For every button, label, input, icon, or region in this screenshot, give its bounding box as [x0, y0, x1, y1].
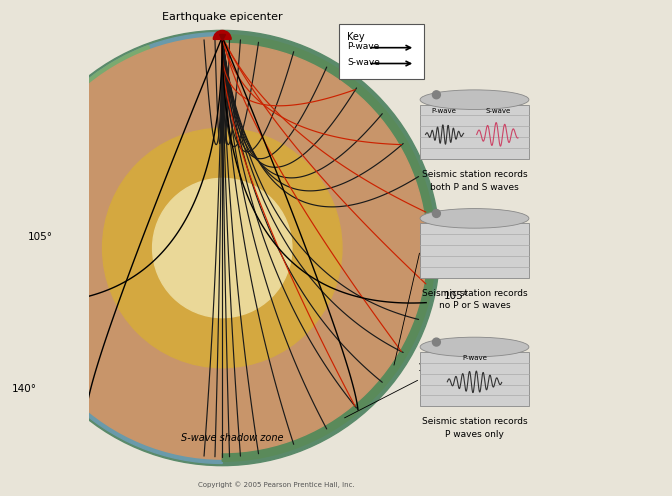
- Ellipse shape: [420, 90, 529, 110]
- Text: P-wave: P-wave: [347, 42, 380, 51]
- Circle shape: [5, 30, 440, 466]
- Text: Seismic station records: Seismic station records: [421, 289, 528, 298]
- Wedge shape: [7, 33, 222, 463]
- Text: Earthquake epicenter: Earthquake epicenter: [162, 12, 282, 22]
- Circle shape: [17, 44, 427, 452]
- Text: S-wave: S-wave: [486, 108, 511, 114]
- Text: S-wave shadow zone: S-wave shadow zone: [181, 433, 284, 443]
- Circle shape: [103, 128, 342, 368]
- Wedge shape: [7, 46, 222, 248]
- FancyBboxPatch shape: [420, 352, 529, 406]
- Circle shape: [433, 91, 440, 99]
- Text: 105°: 105°: [28, 232, 52, 242]
- Ellipse shape: [420, 337, 529, 357]
- Text: 105°: 105°: [444, 291, 469, 301]
- Text: 140°: 140°: [12, 384, 37, 394]
- Text: 140°: 140°: [418, 363, 443, 372]
- Circle shape: [433, 338, 440, 346]
- Text: P-wave: P-wave: [431, 108, 456, 114]
- Text: both P and S waves: both P and S waves: [430, 183, 519, 192]
- Circle shape: [153, 179, 292, 317]
- FancyBboxPatch shape: [420, 223, 529, 278]
- Text: Copyright © 2005 Pearson Prentice Hall, Inc.: Copyright © 2005 Pearson Prentice Hall, …: [198, 481, 355, 488]
- Ellipse shape: [420, 209, 529, 228]
- Text: Seismic station records: Seismic station records: [421, 170, 528, 179]
- Wedge shape: [9, 111, 222, 385]
- FancyBboxPatch shape: [420, 105, 529, 159]
- Circle shape: [433, 209, 440, 217]
- Circle shape: [11, 37, 433, 459]
- FancyBboxPatch shape: [339, 24, 424, 79]
- Text: P-wave: P-wave: [462, 356, 487, 362]
- Text: P waves only: P waves only: [445, 430, 504, 439]
- Wedge shape: [222, 35, 435, 461]
- Text: Seismic station records: Seismic station records: [421, 417, 528, 426]
- Text: no P or S waves: no P or S waves: [439, 302, 510, 310]
- Text: S-wave: S-wave: [347, 58, 380, 66]
- Wedge shape: [213, 30, 231, 39]
- Text: Key: Key: [347, 32, 365, 42]
